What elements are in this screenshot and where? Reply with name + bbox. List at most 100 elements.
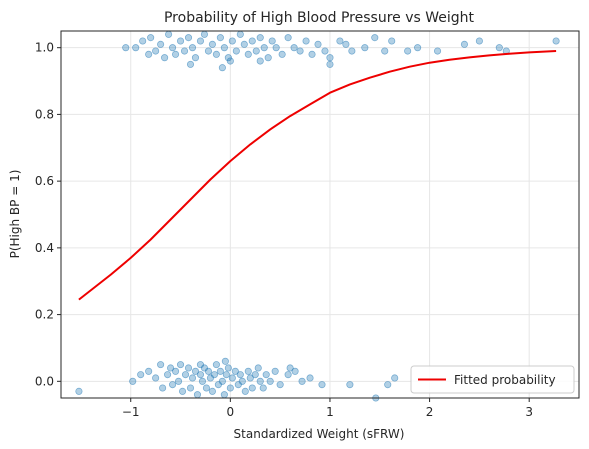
scatter-point (174, 377, 183, 385)
y-tick-label: 1.0 (35, 41, 54, 55)
scatter-point (381, 47, 389, 55)
scatter-point (139, 37, 147, 45)
scatter-point (391, 374, 399, 382)
scatter-point (256, 34, 264, 42)
scatter-point (260, 44, 268, 52)
y-axis-ticks: 0.0 0.2 0.4 0.6 0.8 1.0 (35, 41, 61, 388)
scatter-point (221, 357, 229, 365)
scatter-point (460, 40, 468, 48)
scatter-point (208, 40, 216, 48)
scatter-point (198, 377, 207, 385)
scatter-point (180, 47, 189, 55)
scatter-point (475, 37, 483, 45)
y-tick-label: 0.4 (35, 241, 54, 255)
scatter-point (326, 54, 334, 62)
x-tick-label: 0 (227, 405, 235, 419)
scatter-point (240, 40, 248, 48)
legend: Fitted probability (410, 365, 575, 394)
scatter-point (271, 367, 279, 375)
chart-title: Probability of High Blood Pressure vs We… (164, 10, 475, 26)
scatter-point (186, 384, 195, 392)
scatter-point (241, 387, 249, 395)
scatter-point (308, 50, 316, 58)
scatter-point (176, 37, 185, 45)
scatter-point (178, 387, 187, 395)
scatter-point (152, 47, 160, 55)
scatter-point (276, 381, 284, 389)
scatter-point (388, 37, 396, 45)
scatter-point (236, 30, 244, 38)
y-tick-label: 0.2 (35, 308, 54, 322)
scatter-point (228, 374, 236, 382)
scatter-point (256, 57, 264, 65)
scatter-point (220, 391, 228, 399)
scatter-point (252, 47, 260, 55)
legend-label-fitted-probability: Fitted probability (454, 373, 556, 387)
scatter-point (224, 364, 232, 372)
scatter-point (314, 40, 322, 48)
scatter-point (371, 34, 379, 42)
scatter-point (495, 44, 503, 52)
scatter-point (137, 371, 145, 379)
scatter-point (264, 54, 272, 62)
fitted-probability-line (78, 50, 557, 301)
scatter-point (129, 377, 137, 385)
scatter-point (266, 377, 274, 385)
scatter-point (254, 364, 262, 372)
scatter-points (75, 30, 560, 402)
scatter-point (152, 374, 160, 382)
x-tick-label: −1 (122, 405, 140, 419)
scatter-point (159, 384, 167, 392)
scatter-point (204, 367, 212, 375)
scatter-point (348, 47, 356, 55)
scatter-point (226, 384, 234, 392)
scatter-point (251, 371, 259, 379)
scatter-point (172, 367, 180, 375)
scatter-point (298, 377, 306, 385)
scatter-point (268, 37, 276, 45)
scatter-point (216, 34, 224, 42)
scatter-point (259, 384, 267, 392)
y-tick-label: 0.8 (35, 107, 54, 121)
x-axis-ticks: −1 0 1 2 3 (122, 398, 533, 419)
scatter-point (238, 377, 246, 385)
scatter-point (284, 34, 292, 42)
scatter-point (75, 387, 83, 395)
plot-frame (60, 30, 580, 399)
scatter-point (290, 44, 298, 52)
scatter-point (232, 47, 240, 55)
scatter-point (218, 377, 226, 385)
scatter-point (433, 47, 442, 55)
scatter-point (196, 37, 205, 45)
scatter-point (262, 371, 270, 379)
scatter-point (278, 50, 286, 58)
scatter-point (248, 384, 256, 392)
scatter-point (244, 50, 252, 58)
scatter-point (361, 44, 369, 52)
scatter-point (228, 37, 236, 45)
scatter-point (248, 37, 256, 45)
scatter-point (326, 60, 334, 68)
scatter-point (226, 57, 234, 65)
scatter-point (336, 37, 344, 45)
scatter-point (222, 371, 230, 379)
scatter-point (318, 381, 326, 389)
scatter-point (191, 54, 200, 62)
scatter-point (384, 381, 392, 389)
scatter-point (291, 367, 299, 375)
scatter-point (193, 391, 202, 399)
scatter-point (236, 371, 244, 379)
scatter-point (122, 44, 130, 52)
fitted-curve-group (78, 50, 557, 301)
scatter-point (216, 367, 224, 375)
scatter-point (404, 47, 412, 55)
scatter-point (202, 384, 210, 392)
scatter-point (172, 50, 180, 58)
scatter-point (157, 361, 165, 369)
scatter-point (145, 50, 153, 58)
scatter-point (414, 44, 422, 52)
scatter-point (272, 44, 280, 52)
scatter-point (188, 374, 197, 382)
scatter-point (169, 44, 177, 52)
